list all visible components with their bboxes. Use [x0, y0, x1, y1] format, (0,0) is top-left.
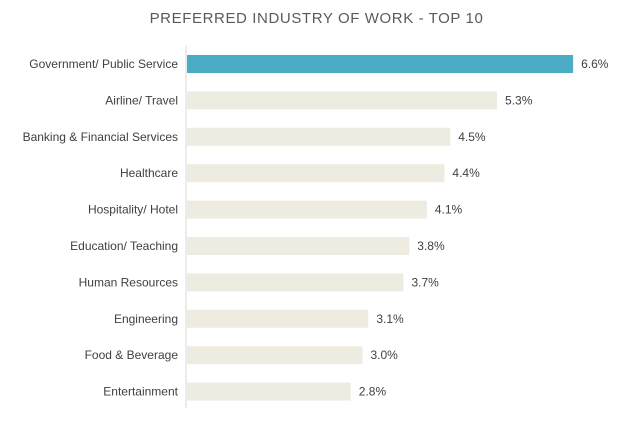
value-label: 3.0%	[371, 348, 399, 362]
bar-8	[187, 309, 369, 328]
value-label: 4.1%	[435, 203, 463, 217]
value-label: 2.8%	[359, 385, 387, 399]
category-label: Food & Beverage	[85, 348, 179, 362]
bar-1	[187, 55, 574, 73]
bar-9	[187, 346, 363, 365]
category-label: Engineering	[114, 312, 178, 326]
category-label: Healthcare	[120, 166, 178, 180]
value-label: 6.6%	[581, 57, 609, 71]
bars-group: Government/ Public Service 6.6% Airline/ T…	[23, 55, 609, 401]
bar-7	[187, 273, 404, 292]
value-label: 3.7%	[411, 275, 439, 289]
category-label: Education/ Teaching	[70, 239, 178, 253]
value-label: 3.1%	[376, 312, 404, 326]
value-label: 4.4%	[452, 166, 480, 180]
value-label: 5.3%	[505, 93, 533, 107]
bar-10	[187, 382, 351, 401]
value-label: 4.5%	[458, 130, 486, 144]
category-label: Hospitality/ Hotel	[88, 203, 178, 217]
bar-4	[187, 164, 445, 183]
chart-title: PREFERRED INDUSTRY OF WORK - TOP 10	[149, 10, 484, 27]
category-label: Government/ Public Service	[29, 57, 178, 71]
category-label: Entertainment	[103, 385, 178, 399]
value-label: 3.8%	[417, 239, 445, 253]
category-label: Airline/ Travel	[105, 93, 178, 107]
bar-6	[187, 237, 410, 255]
bar-2	[187, 91, 498, 110]
bar-5	[187, 200, 427, 219]
category-label: Human Resources	[79, 275, 178, 289]
bar-3	[187, 127, 451, 146]
category-label: Banking & Financial Services	[23, 130, 178, 144]
